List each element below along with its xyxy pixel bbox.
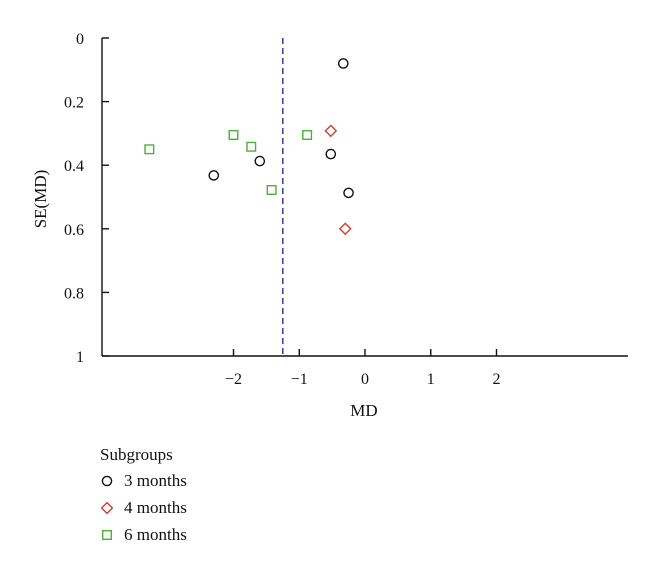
data-point	[144, 144, 155, 155]
x-tick-label: 1	[427, 371, 435, 388]
y-tick-label: 0.8	[64, 285, 84, 302]
legend-marker	[100, 501, 114, 515]
data-point	[208, 170, 220, 181]
data-point	[343, 187, 354, 199]
y-tick-label: 0.6	[64, 222, 84, 239]
series-3-months	[208, 58, 354, 199]
y-axis-label: SE(MD)	[31, 170, 50, 229]
series-6-months	[144, 129, 313, 196]
x-tick-label: 0	[361, 371, 369, 388]
series-4-months	[324, 124, 352, 236]
legend-items: 3 months 4 months 6 months	[100, 471, 187, 544]
data-point	[325, 148, 337, 160]
data-point	[338, 58, 349, 69]
legend: Subgroups 3 months 4 months 6 months	[100, 445, 187, 544]
x-axis-label: MD	[350, 401, 377, 420]
x-tick-label: −2	[225, 371, 242, 388]
x-tick-label: 2	[493, 371, 501, 388]
data-point	[254, 155, 266, 167]
data-point	[266, 185, 277, 196]
data-point	[338, 222, 352, 236]
legend-entry-label: 4 months	[124, 498, 187, 517]
data-points	[144, 58, 354, 236]
data-point	[324, 124, 338, 138]
legend-marker	[101, 475, 113, 487]
y-tick-label: 0	[76, 31, 84, 48]
y-tick-label: 0.2	[64, 95, 84, 112]
y-axis-ticks: 0 0.2 0.4 0.6 0.8 1	[64, 31, 109, 366]
data-point	[228, 129, 239, 140]
legend-entry-label: 6 months	[124, 525, 187, 544]
legend-title: Subgroups	[100, 445, 173, 464]
y-tick-label: 0.4	[64, 158, 84, 175]
legend-marker	[101, 530, 112, 541]
data-point	[302, 129, 313, 140]
x-tick-label: −1	[291, 371, 308, 388]
y-tick-label: 1	[76, 349, 84, 366]
data-point	[246, 141, 257, 152]
x-axis-ticks: −2 −1 0 1 2	[225, 349, 501, 388]
axes	[101, 38, 628, 357]
legend-entry-label: 3 months	[124, 471, 187, 490]
